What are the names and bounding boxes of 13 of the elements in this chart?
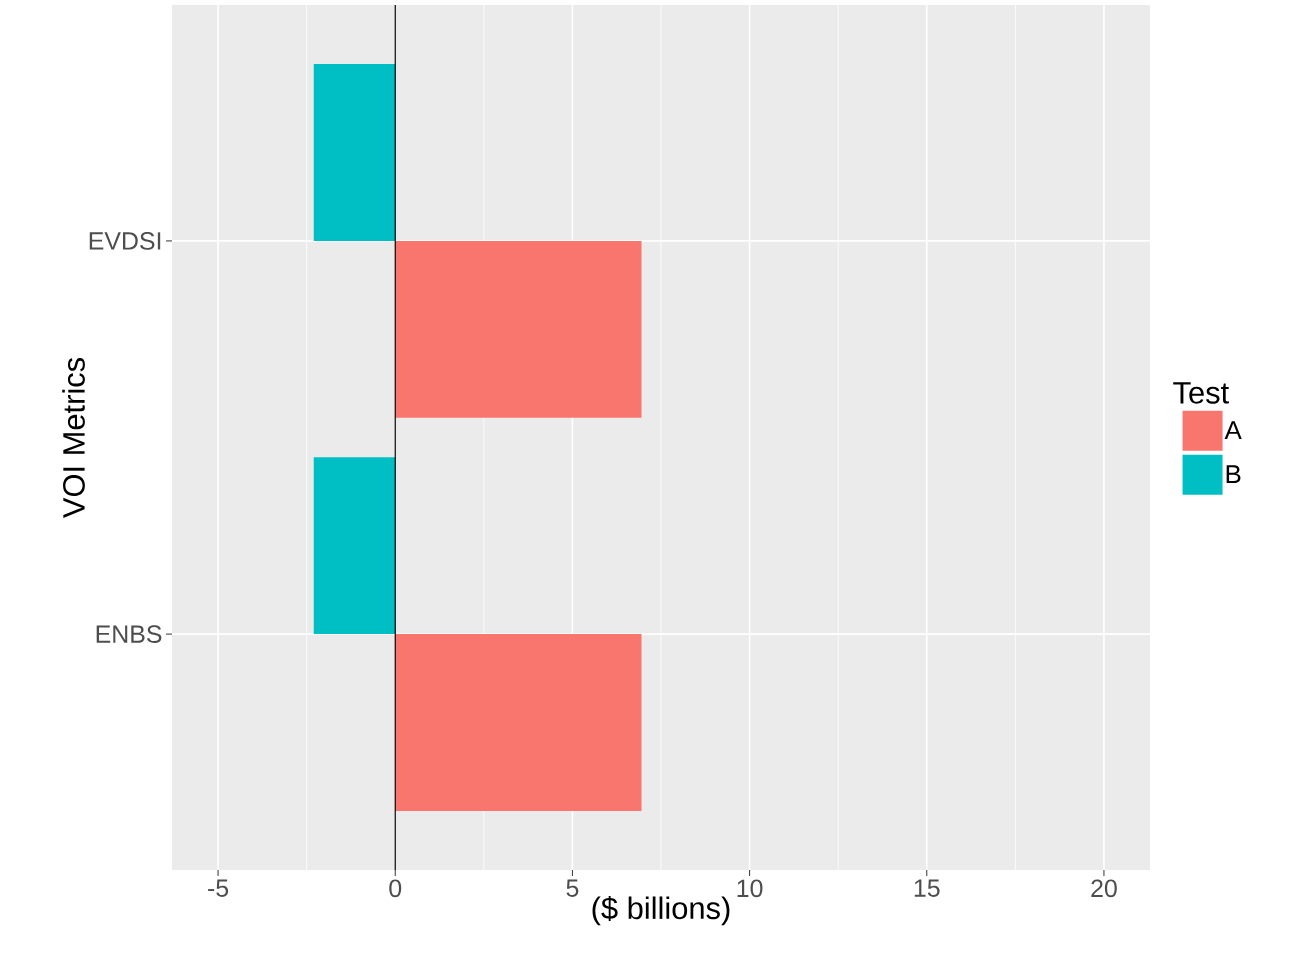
- y-axis-title: VOI Metrics: [62, 357, 85, 519]
- y-tick-label: EVDSI: [89, 232, 161, 250]
- legend-title: Test: [1173, 382, 1229, 404]
- x-tick-label: 0: [389, 879, 402, 898]
- legend-label: B: [1226, 465, 1241, 484]
- x-tick-label: 5: [566, 879, 579, 897]
- y-tick-label: ENBS: [96, 625, 162, 643]
- x-axis-title: ($ billions): [592, 896, 730, 926]
- x-tick-label: 15: [914, 879, 940, 897]
- legend-label: A: [1224, 421, 1242, 440]
- x-tick-label: 10: [737, 879, 763, 898]
- x-tick-label: 20: [1091, 879, 1117, 898]
- x-tick-label: -5: [208, 879, 229, 897]
